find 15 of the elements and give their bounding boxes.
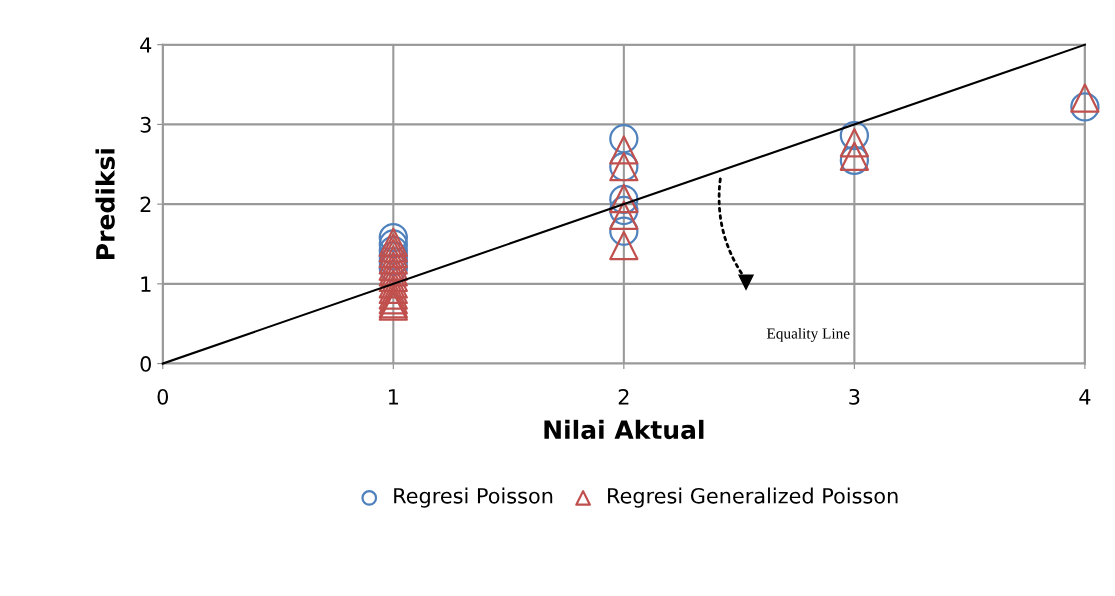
x-tick-label: 0 xyxy=(157,388,169,405)
x-tick-label: 3 xyxy=(849,388,860,405)
x-axis-title: Nilai Aktual xyxy=(544,419,704,440)
x-tick-label: 4 xyxy=(1079,389,1091,405)
x-tick-label: 1 xyxy=(388,389,399,405)
legend-label: Regresi Poisson xyxy=(394,487,553,508)
y-tick-label: 2 xyxy=(140,196,151,213)
y-tick-label: 1 xyxy=(141,276,151,292)
y-axis-title: Prediksi xyxy=(95,149,115,259)
y-tick-label: 0 xyxy=(140,356,151,372)
x-tick-label: 2 xyxy=(618,388,629,405)
annotation: Equality Line xyxy=(766,327,850,342)
legend-label: Regresi Generalized Poisson xyxy=(608,487,898,508)
y-tick-label: 3 xyxy=(140,116,151,133)
y-tick-label: 4 xyxy=(140,37,152,53)
